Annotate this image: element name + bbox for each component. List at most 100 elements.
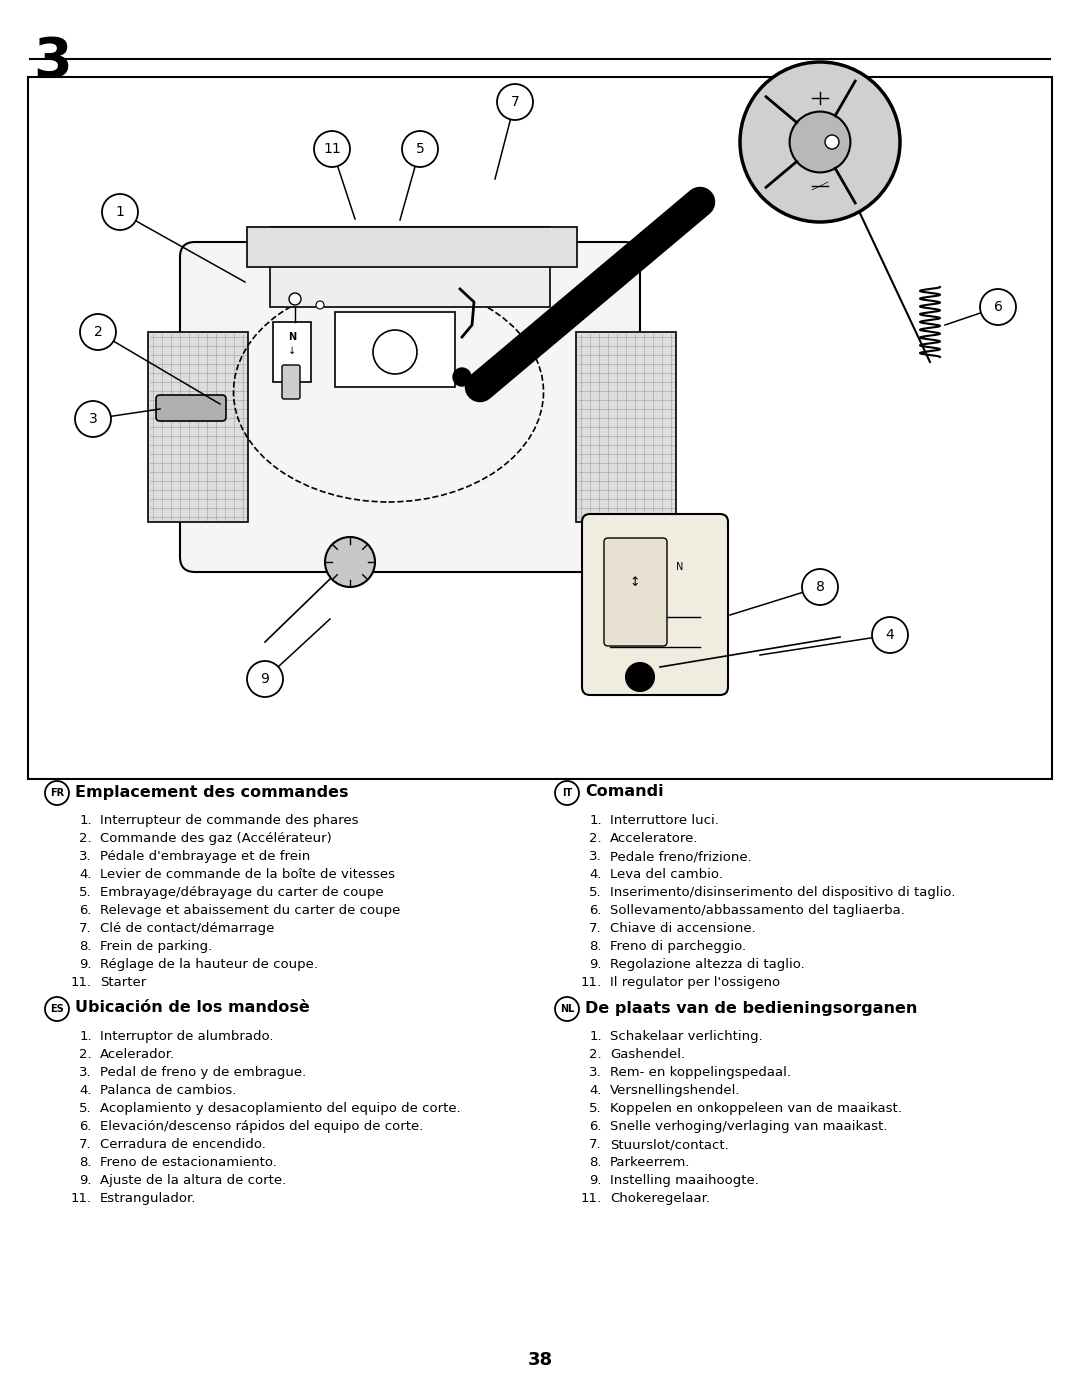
Text: 11.: 11. <box>71 1192 92 1206</box>
Bar <box>335 312 455 387</box>
Text: Interruttore luci.: Interruttore luci. <box>610 814 719 827</box>
Text: 6: 6 <box>994 300 1002 314</box>
Text: 9.: 9. <box>590 1173 602 1187</box>
Text: 4.: 4. <box>590 1084 602 1097</box>
Text: 5: 5 <box>416 142 424 156</box>
Text: 3.: 3. <box>590 1066 602 1078</box>
Text: Snelle verhoging/verlaging van maaikast.: Snelle verhoging/verlaging van maaikast. <box>610 1120 888 1133</box>
Text: 2.: 2. <box>590 1048 602 1060</box>
Text: 7: 7 <box>511 95 519 109</box>
Text: Gashendel.: Gashendel. <box>610 1048 685 1060</box>
FancyBboxPatch shape <box>582 514 728 694</box>
Text: Acceleratore.: Acceleratore. <box>610 833 699 845</box>
Circle shape <box>289 293 301 305</box>
Text: 6.: 6. <box>590 1120 602 1133</box>
Text: 11.: 11. <box>581 977 602 989</box>
Text: 8.: 8. <box>80 1155 92 1169</box>
Text: 1.: 1. <box>590 1030 602 1044</box>
Circle shape <box>75 401 111 437</box>
Circle shape <box>740 61 900 222</box>
Text: 9.: 9. <box>590 958 602 971</box>
Text: Pedal de freno y de embrague.: Pedal de freno y de embrague. <box>100 1066 307 1078</box>
FancyBboxPatch shape <box>604 538 667 645</box>
Text: 5.: 5. <box>79 886 92 900</box>
Text: Instelling maaihoogte.: Instelling maaihoogte. <box>610 1173 759 1187</box>
Text: 7.: 7. <box>590 922 602 935</box>
Circle shape <box>373 330 417 374</box>
Circle shape <box>325 536 375 587</box>
Text: 5.: 5. <box>590 886 602 900</box>
Text: Rem- en koppelingspedaal.: Rem- en koppelingspedaal. <box>610 1066 791 1078</box>
Text: ES: ES <box>50 1004 64 1014</box>
Circle shape <box>825 136 839 149</box>
Text: ↓: ↓ <box>288 346 296 356</box>
Circle shape <box>45 781 69 805</box>
Text: Pedale freno/frizione.: Pedale freno/frizione. <box>610 849 752 863</box>
Text: 11.: 11. <box>581 1192 602 1206</box>
Text: 1: 1 <box>116 205 124 219</box>
Text: 9: 9 <box>260 672 269 686</box>
Circle shape <box>626 664 654 692</box>
Text: N: N <box>676 562 684 571</box>
Text: 7.: 7. <box>79 1139 92 1151</box>
Circle shape <box>402 131 438 168</box>
Text: Koppelen en onkoppeleen van de maaikast.: Koppelen en onkoppeleen van de maaikast. <box>610 1102 902 1115</box>
Text: Embrayage/débrayage du carter de coupe: Embrayage/débrayage du carter de coupe <box>100 886 383 900</box>
Text: Interrupteur de commande des phares: Interrupteur de commande des phares <box>100 814 359 827</box>
Text: Chokeregelaar.: Chokeregelaar. <box>610 1192 710 1206</box>
Text: 8.: 8. <box>590 1155 602 1169</box>
FancyBboxPatch shape <box>282 365 300 400</box>
Text: NL: NL <box>559 1004 575 1014</box>
Text: 4.: 4. <box>80 868 92 882</box>
Text: Emplacement des commandes: Emplacement des commandes <box>75 785 349 799</box>
Text: Pédale d'embrayage et de frein: Pédale d'embrayage et de frein <box>100 849 310 863</box>
Text: 11: 11 <box>323 142 341 156</box>
Text: 8.: 8. <box>80 940 92 953</box>
Text: 11.: 11. <box>71 977 92 989</box>
Text: Acoplamiento y desacoplamiento del equipo de corte.: Acoplamiento y desacoplamiento del equip… <box>100 1102 461 1115</box>
Text: Parkeerrem.: Parkeerrem. <box>610 1155 690 1169</box>
Text: Il regulator per l'ossigeno: Il regulator per l'ossigeno <box>610 977 780 989</box>
Bar <box>247 226 577 267</box>
Text: 5.: 5. <box>79 1102 92 1115</box>
Text: IT: IT <box>562 788 572 798</box>
Text: Inserimento/disinserimento del dispositivo di taglio.: Inserimento/disinserimento del dispositi… <box>610 886 956 900</box>
Circle shape <box>102 194 138 231</box>
Text: Estrangulador.: Estrangulador. <box>100 1192 197 1206</box>
Circle shape <box>802 569 838 605</box>
Text: 1.: 1. <box>79 1030 92 1044</box>
Text: Interruptor de alumbrado.: Interruptor de alumbrado. <box>100 1030 273 1044</box>
Text: 4.: 4. <box>590 868 602 882</box>
Text: Relevage et abaissement du carter de coupe: Relevage et abaissement du carter de cou… <box>100 904 401 916</box>
Text: Levier de commande de la boîte de vitesses: Levier de commande de la boîte de vitess… <box>100 868 395 882</box>
FancyBboxPatch shape <box>156 395 226 420</box>
Text: De plaats van de bedieningsorganen: De plaats van de bedieningsorganen <box>585 1000 917 1016</box>
Circle shape <box>555 997 579 1021</box>
Text: 38: 38 <box>527 1351 553 1369</box>
Text: Palanca de cambios.: Palanca de cambios. <box>100 1084 237 1097</box>
Text: Stuurslot/contact.: Stuurslot/contact. <box>610 1139 729 1151</box>
Text: 1.: 1. <box>590 814 602 827</box>
Text: Elevación/descenso rápidos del equipo de corte.: Elevación/descenso rápidos del equipo de… <box>100 1120 423 1133</box>
Text: 3: 3 <box>33 35 71 89</box>
Text: Sollevamento/abbassamento del tagliaerba.: Sollevamento/abbassamento del tagliaerba… <box>610 904 905 916</box>
Text: 2.: 2. <box>79 1048 92 1060</box>
Text: FR: FR <box>50 788 64 798</box>
Text: 6.: 6. <box>80 904 92 916</box>
Text: 3.: 3. <box>79 1066 92 1078</box>
Text: Ajuste de la altura de corte.: Ajuste de la altura de corte. <box>100 1173 286 1187</box>
Text: Schakelaar verlichting.: Schakelaar verlichting. <box>610 1030 762 1044</box>
Text: 6.: 6. <box>80 1120 92 1133</box>
Text: Acelerador.: Acelerador. <box>100 1048 175 1060</box>
Text: 7.: 7. <box>590 1139 602 1151</box>
Text: 9.: 9. <box>80 958 92 971</box>
Text: Leva del cambio.: Leva del cambio. <box>610 868 723 882</box>
Text: 4: 4 <box>886 629 894 643</box>
Text: Chiave di accensione.: Chiave di accensione. <box>610 922 756 935</box>
Circle shape <box>872 617 908 652</box>
Text: Réglage de la hauteur de coupe.: Réglage de la hauteur de coupe. <box>100 958 318 971</box>
Text: 8: 8 <box>815 580 824 594</box>
Circle shape <box>80 314 116 351</box>
Text: Frein de parking.: Frein de parking. <box>100 940 213 953</box>
FancyBboxPatch shape <box>180 242 640 571</box>
